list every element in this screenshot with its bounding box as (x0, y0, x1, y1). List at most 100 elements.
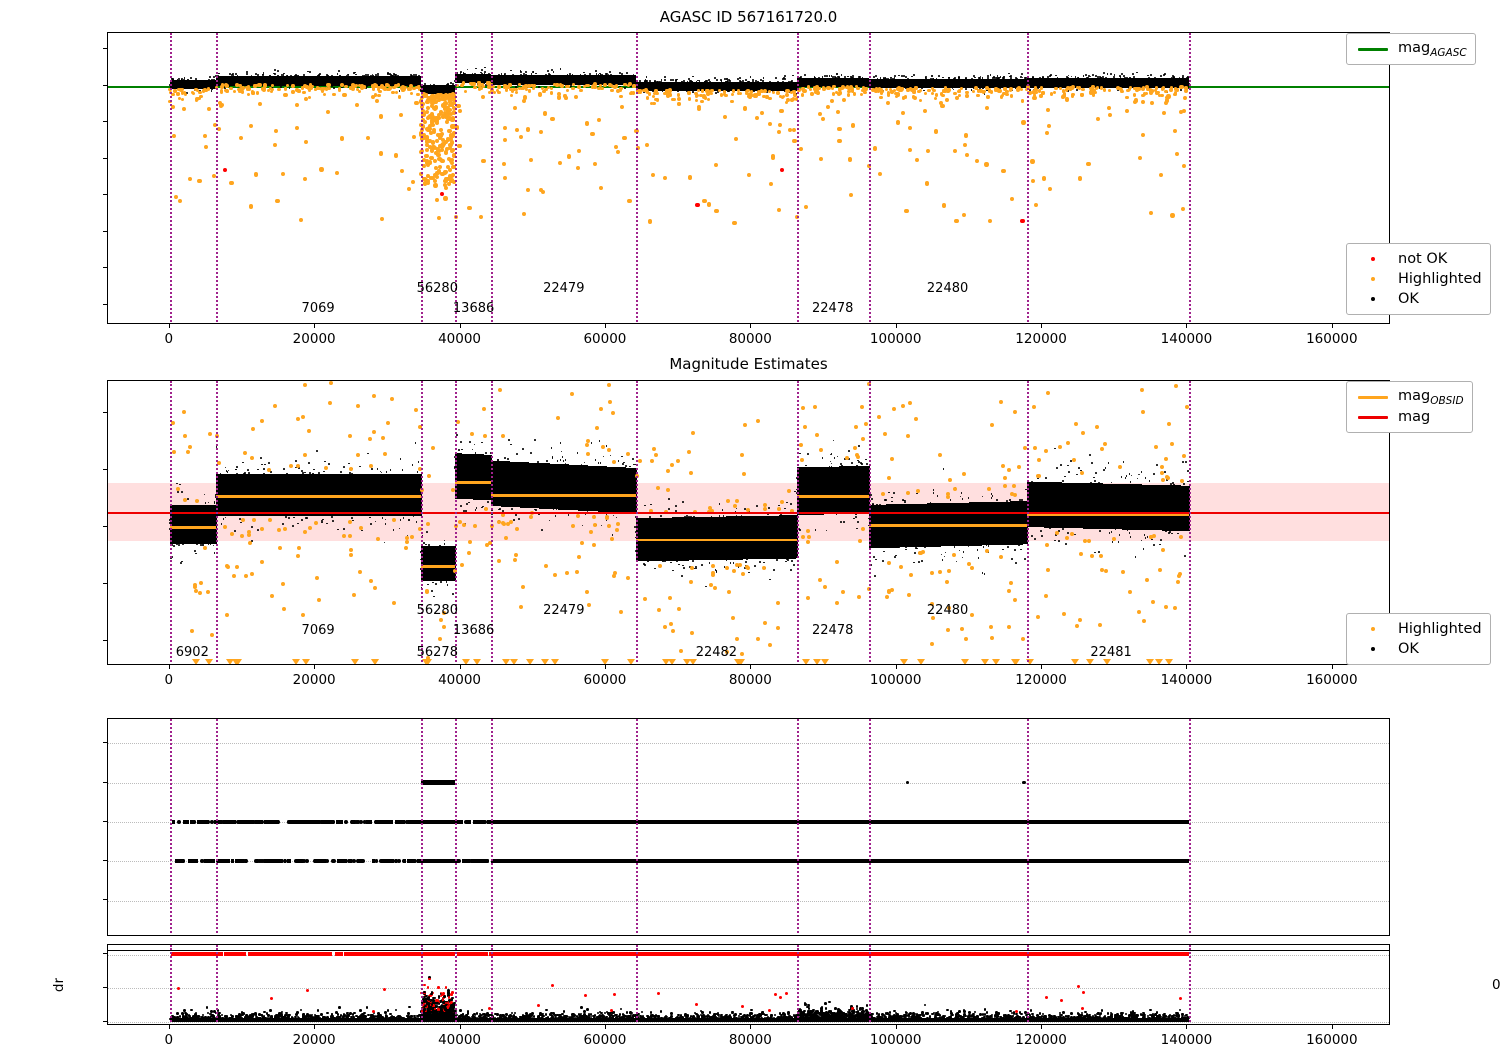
flag-tick-mark (103, 742, 107, 744)
obsid-label: 22481 (1090, 645, 1131, 660)
obsid-divider (169, 381, 172, 664)
flag-gridline (108, 743, 1389, 745)
obsid-divider (1026, 381, 1029, 664)
legend-entry[interactable]: Highlighted (1355, 269, 1482, 289)
legend-key (1355, 47, 1391, 51)
legend-entry[interactable]: OK (1355, 639, 1482, 659)
panel1-legend-reference[interactable]: magAGASC (1346, 33, 1476, 65)
legend-entry[interactable]: mag (1355, 407, 1464, 427)
x-tick-mark (1331, 665, 1333, 669)
obsid-divider (797, 945, 800, 1024)
obsid-divider (215, 381, 218, 664)
x-tick-label: 0 (164, 672, 173, 688)
x-tick-mark (604, 665, 606, 669)
legend-entry-label: mag (1398, 409, 1430, 425)
obsid-divider (420, 719, 423, 935)
x-tick-label: 120000 (1015, 1032, 1067, 1048)
obsid-divider (869, 381, 872, 664)
legend-entry-label: OK (1398, 291, 1419, 307)
panel1-legend-markers[interactable]: not OK Highlighted OK (1346, 243, 1491, 315)
panel2-axes: 6902 7069 56280 56278 13686 22479 22482 22478 22… (107, 380, 1390, 665)
obsid-divider (1026, 33, 1029, 323)
x-tick-label: 140000 (1161, 1032, 1213, 1048)
x-tick-label: 0 (164, 331, 173, 347)
legend-entry-label: Highlighted (1398, 271, 1482, 287)
obsid-divider (420, 33, 423, 323)
x-tick-label: 60000 (583, 672, 626, 688)
legend-point-swatch (1371, 277, 1375, 281)
x-tick-mark (459, 665, 461, 669)
x-tick-mark (604, 324, 606, 328)
x-tick-label: 60000 (583, 1032, 626, 1048)
flag-tick-mark (103, 820, 107, 822)
obsid-divider (635, 945, 638, 1024)
legend-line-swatch (1358, 47, 1388, 51)
x-tick-label: 40000 (438, 672, 481, 688)
obsid-label: 7069 (302, 623, 335, 638)
x-tick-mark (1331, 324, 1333, 328)
legend-entry[interactable]: Highlighted (1355, 619, 1482, 639)
obsid-label: 56280 (417, 603, 458, 618)
legend-entry-label: not OK (1398, 251, 1447, 267)
obsid-divider (169, 33, 172, 323)
y-tick-mark (103, 468, 107, 470)
legend-entry[interactable]: magAGASC (1355, 39, 1467, 59)
panel3-flags-axes (107, 718, 1390, 936)
legend-key (1355, 395, 1391, 399)
obsid-label: 56280 (417, 281, 458, 296)
x-tick-mark (459, 1025, 461, 1029)
obsid-label: 13686 (453, 623, 494, 638)
y-tick-mark (103, 194, 107, 196)
y-tick-mark (103, 267, 107, 269)
obsid-divider (869, 945, 872, 1024)
dr-tick-mark (103, 953, 107, 955)
obsid-label: 56278 (417, 645, 458, 660)
legend-key (1355, 297, 1391, 301)
dr-gridline (108, 988, 1389, 990)
y-tick-mark (103, 303, 107, 305)
legend-entry-label: magAGASC (1398, 40, 1467, 59)
dr-scatter (108, 945, 1389, 1024)
obsid-divider (491, 945, 494, 1024)
y-tick-mark (103, 582, 107, 584)
x-tick-mark (1041, 1025, 1043, 1029)
y-tick-mark (103, 525, 107, 527)
obsid-divider (797, 719, 800, 935)
x-tick-label: 140000 (1161, 331, 1213, 347)
obsid-divider (215, 719, 218, 935)
obsid-label: 6902 (176, 645, 209, 660)
x-tick-mark (314, 1025, 316, 1029)
mag-reference-line (108, 512, 1389, 515)
dr-gridline (108, 1022, 1389, 1023)
obsid-divider (491, 719, 494, 935)
obsid-divider (169, 945, 172, 1024)
legend-entry[interactable]: magOBSID (1355, 387, 1464, 407)
panel2-title: Magnitude Estimates (107, 355, 1390, 373)
legend-entry[interactable]: not OK (1355, 249, 1482, 269)
x-tick-mark (604, 1025, 606, 1029)
obsid-label: 13686 (453, 301, 494, 316)
panel1-axes: 6902706956280562781368622479224822247822… (107, 32, 1390, 324)
obsid-divider (215, 945, 218, 1024)
y-tick-mark (103, 121, 107, 123)
obsid-divider (635, 719, 638, 935)
obsid-divider (454, 381, 457, 664)
x-tick-mark (895, 324, 897, 328)
x-tick-mark (314, 324, 316, 328)
y-tick-mark (103, 48, 107, 50)
obsid-label: 7069 (302, 301, 335, 316)
x-tick-label: 80000 (729, 672, 772, 688)
panel2-legend-markers[interactable]: Highlighted OK (1346, 613, 1491, 665)
obsid-divider (869, 33, 872, 323)
legend-entry[interactable]: OK (1355, 289, 1482, 309)
x-tick-mark (1186, 665, 1188, 669)
obsid-divider (1188, 945, 1191, 1024)
legend-entry-label: OK (1398, 641, 1419, 657)
legend-point-swatch (1371, 297, 1375, 301)
x-tick-label: 140000 (1161, 672, 1213, 688)
panel2-legend-reference[interactable]: magOBSID mag (1346, 381, 1473, 433)
x-tick-mark (895, 665, 897, 669)
x-tick-label: 160000 (1306, 331, 1358, 347)
y-tick-mark (103, 639, 107, 641)
